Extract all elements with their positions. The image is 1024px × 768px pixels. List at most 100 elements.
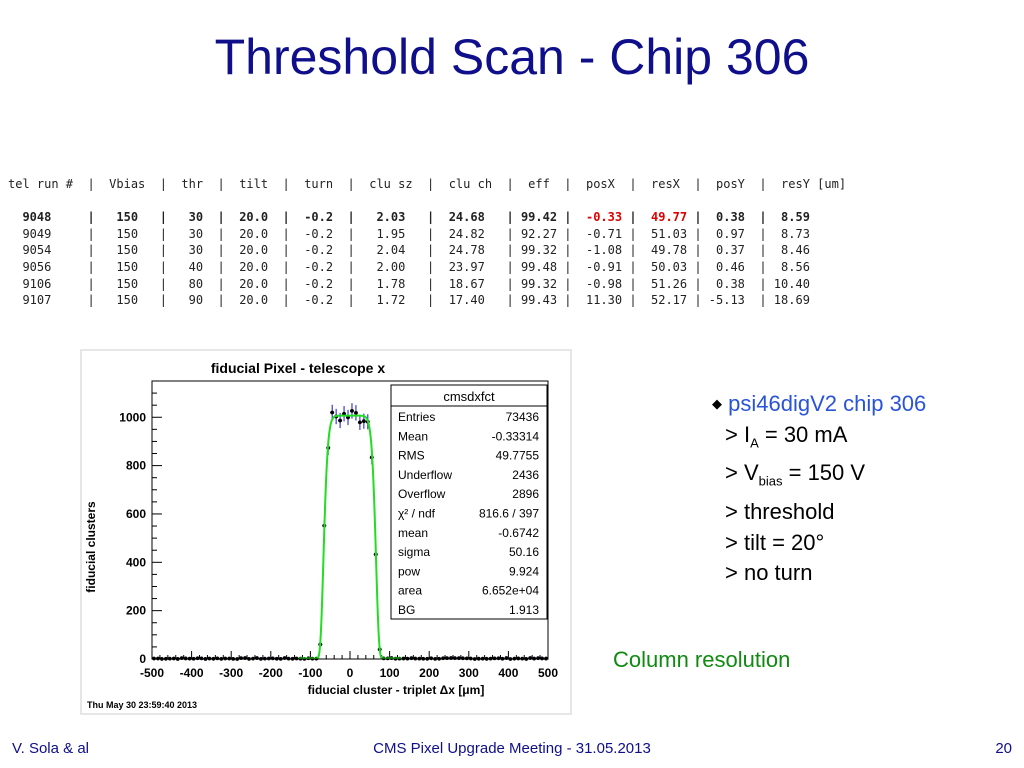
column-resolution-label: Column resolution: [613, 647, 791, 672]
stats-row-label: χ² / ndf: [398, 507, 436, 521]
stats-box-frame: [390, 384, 548, 620]
histogram-point: [496, 656, 501, 661]
stats-row-value: 2896: [512, 487, 539, 501]
histogram-point: [516, 656, 521, 661]
bullet-head: psi46digV2 chip 306: [728, 391, 927, 416]
x-tick-label: -300: [219, 666, 243, 680]
x-tick-label: -100: [298, 666, 322, 680]
histogram-point: [429, 656, 434, 661]
stats-row-value: -0.33314: [492, 429, 540, 443]
bullet-bias-pre: > V: [725, 460, 759, 486]
histogram-point: [350, 409, 354, 413]
histogram-point: [445, 656, 449, 661]
plot-title: fiducial Pixel - telescope x: [211, 360, 386, 376]
histogram-point: [270, 656, 275, 661]
table-row-highlight-mid: |: [622, 210, 651, 225]
footer-author: V. Sola & al: [12, 740, 89, 757]
histogram-point: [338, 418, 342, 423]
footer-page-number: 20: [995, 740, 1012, 757]
stats-row-value: 6.652e+04: [482, 584, 539, 598]
stats-row-value: 73436: [506, 410, 540, 424]
histogram-point: [492, 656, 497, 661]
bullet-head-line: ◆ psi46digV2 chip 306: [712, 389, 926, 420]
histogram-plot: fiducial Pixel - telescope x Thu May 30 …: [80, 349, 572, 715]
x-tick-label: -400: [180, 666, 204, 680]
histogram-point: [330, 410, 335, 415]
stats-row-value: 9.924: [509, 564, 539, 578]
x-tick-label: 0: [347, 666, 354, 680]
bullet-current: > IA = 30 mA: [712, 420, 926, 459]
histogram-point: [294, 656, 299, 661]
histogram-point: [195, 656, 200, 661]
histogram-point: [156, 656, 160, 661]
x-tick-label: 400: [498, 666, 518, 680]
bullet-bias-post: = 150 V: [782, 460, 866, 486]
histogram-point: [266, 656, 271, 661]
stats-row-value: 49.7755: [496, 449, 540, 463]
y-tick-label: 0: [139, 652, 146, 666]
stats-row-value: 1.913: [509, 603, 539, 617]
table-cell-posx-highlight: -0.33: [585, 210, 623, 225]
histogram-point: [199, 656, 204, 661]
stats-row-label: sigma: [398, 545, 430, 559]
y-tick-label: 600: [126, 507, 146, 521]
stats-row-value: 816.6 / 397: [479, 507, 539, 521]
histogram-point: [361, 419, 366, 424]
histogram-point: [409, 656, 414, 661]
bullet-turn: > no turn: [725, 560, 813, 586]
plot-timestamp: Thu May 30 23:59:40 2013: [87, 700, 197, 710]
histogram-point: [468, 656, 473, 661]
histogram-point: [223, 656, 228, 661]
bullet-bias-sub: bias: [758, 473, 783, 489]
table-row: 9056 | 150 | 40 | 20.0 | -0.2 | 2.00 | 2…: [8, 259, 810, 274]
bullet-tilt: > tilt = 20°: [725, 529, 825, 555]
x-tick-label: 500: [538, 666, 558, 680]
stats-row-value: 50.16: [509, 545, 539, 559]
table-row: 9049 | 150 | 30 | 20.0 | -0.2 | 1.95 | 2…: [8, 226, 810, 241]
stats-row-value: 2436: [512, 468, 539, 482]
stats-row-value: -0.6742: [498, 526, 539, 540]
histogram-point: [215, 656, 220, 661]
stats-row-label: BG: [398, 603, 415, 617]
x-tick-label: -200: [259, 666, 283, 680]
stats-row-label: RMS: [398, 449, 425, 463]
x-tick-label: 100: [380, 666, 400, 680]
bullet-current-post: = 30 mA: [758, 421, 848, 447]
stats-row-label: pow: [398, 564, 420, 578]
x-tick-label: 200: [419, 666, 439, 680]
x-axis: -500 -400 -300 -200 -100 0 100 200 300 400 500: [140, 651, 558, 680]
table-row: 9106 | 150 | 80 | 20.0 | -0.2 | 1.78 | 1…: [8, 276, 810, 291]
slide-title: Threshold Scan - Chip 306: [214, 29, 810, 85]
histogram-point: [457, 656, 461, 661]
table-row-highlight-a: 9048 | 150 | 30 | 20.0 | -0.2 | 2.03 | 2…: [8, 210, 586, 225]
plot-frame: [151, 380, 549, 660]
diamond-bullet-icon: ◆: [712, 396, 722, 411]
table-row-highlight: 9048 | 150 | 30 | 20.0 | -0.2 | 2.03 | 2…: [8, 210, 810, 224]
histogram-svg: fiducial Pixel - telescope x Thu May 30 …: [80, 349, 572, 715]
stats-row-label: area: [398, 584, 422, 598]
histogram-point: [358, 420, 362, 425]
stats-row-label: Entries: [398, 410, 435, 424]
results-table: tel run # | Vbias | thr | tilt | turn | …: [8, 176, 846, 309]
y-tick-label: 800: [126, 459, 146, 473]
stats-row-label: Underflow: [398, 468, 452, 482]
x-tick-label: 300: [459, 666, 479, 680]
stats-box-title: cmsdxfct: [443, 389, 495, 404]
y-axis-label: fiducial clusters: [84, 501, 98, 593]
table-row-highlight-b: | 0.38 | 8.59: [687, 210, 810, 225]
histogram-point: [540, 656, 544, 661]
table-header: tel run # | Vbias | thr | tilt | turn | …: [8, 177, 847, 191]
histogram-point: [354, 410, 358, 415]
y-tick-label: 200: [126, 604, 146, 618]
y-tick-label: 1000: [119, 410, 146, 424]
table-cell-resx-highlight: 49.77: [651, 210, 688, 225]
histogram-point: [460, 656, 465, 661]
footer-meeting: CMS Pixel Upgrade Meeting - 31.05.2013: [373, 740, 651, 757]
bullet-list: ◆ psi46digV2 chip 306 > IA = 30 mA > Vbi…: [712, 389, 926, 589]
bullet-bias: > Vbias = 150 V: [712, 458, 926, 497]
stats-row-label: Mean: [398, 429, 428, 443]
x-axis-label: fiducial cluster - triplet Δx [μm]: [308, 683, 485, 697]
table-row: 9054 | 150 | 30 | 20.0 | -0.2 | 2.04 | 2…: [8, 243, 810, 258]
bullet-threshold: > threshold: [725, 499, 835, 525]
histogram-point: [464, 656, 469, 661]
